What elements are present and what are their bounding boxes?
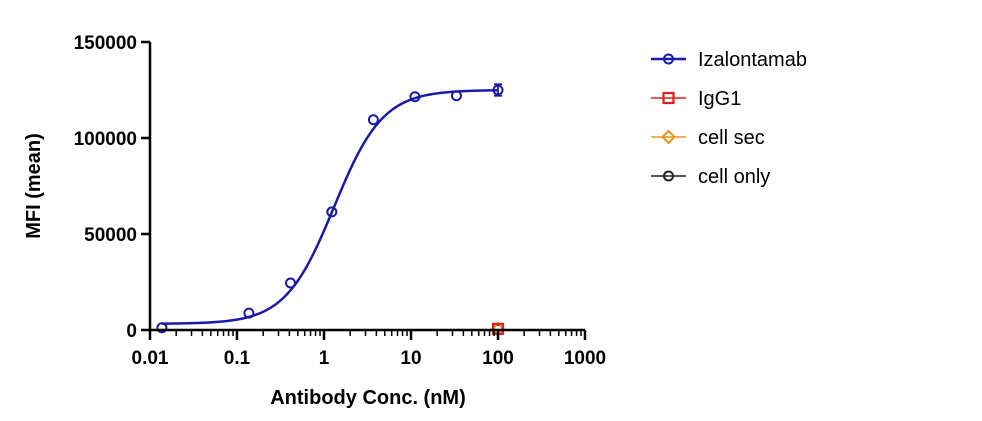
legend-item-igg1: IgG1: [651, 88, 741, 110]
data-point-izalontamab: [326, 206, 338, 218]
legend-label: Izalontamab: [698, 49, 807, 71]
y-axis-title: MFI (mean): [23, 133, 45, 239]
legend-item-izalontamab: Izalontamab: [651, 49, 807, 71]
legend-marker: [663, 170, 674, 182]
legend-marker: [661, 129, 676, 145]
data-point-izalontamab: [450, 90, 462, 102]
data-point-izalontamab: [492, 84, 504, 96]
x-axis-title: Antibody Conc. (nM): [270, 387, 466, 409]
plot-area: [156, 83, 506, 337]
legend-item-cell-sec: cell sec: [651, 127, 765, 149]
x-tick-label: 0.01: [132, 348, 169, 369]
data-point-izalontamab: [409, 91, 421, 103]
y-tick-label: 0: [126, 321, 137, 342]
x-tick-label: 0.1: [224, 348, 251, 369]
legend-marker: [663, 53, 674, 65]
y-tick-label: 100000: [74, 129, 137, 150]
x-tick-label: 1: [319, 348, 330, 369]
data-point-izalontamab: [243, 307, 255, 319]
data-point-izalontamab: [156, 322, 168, 334]
legend-label: IgG1: [698, 88, 741, 110]
x-tick-label: 1000: [564, 348, 606, 369]
legend: Izalontamab IgG1 cell sec cell only: [651, 49, 807, 188]
y-tick-label: 150000: [74, 33, 137, 54]
y-tick-label: 50000: [84, 225, 137, 246]
legend-marker: [662, 91, 675, 105]
legend-item-cell-only: cell only: [651, 166, 770, 188]
data-point-izalontamab: [367, 114, 379, 126]
axes: 0 50000 100000 150000 0.01 0.1 1 10 100 1000: [74, 33, 607, 369]
x-tick-label: 10: [400, 348, 421, 369]
legend-label: cell sec: [698, 127, 765, 149]
legend-label: cell only: [698, 166, 770, 188]
data-point-izalontamab: [284, 277, 296, 289]
x-tick-label: 100: [482, 348, 514, 369]
